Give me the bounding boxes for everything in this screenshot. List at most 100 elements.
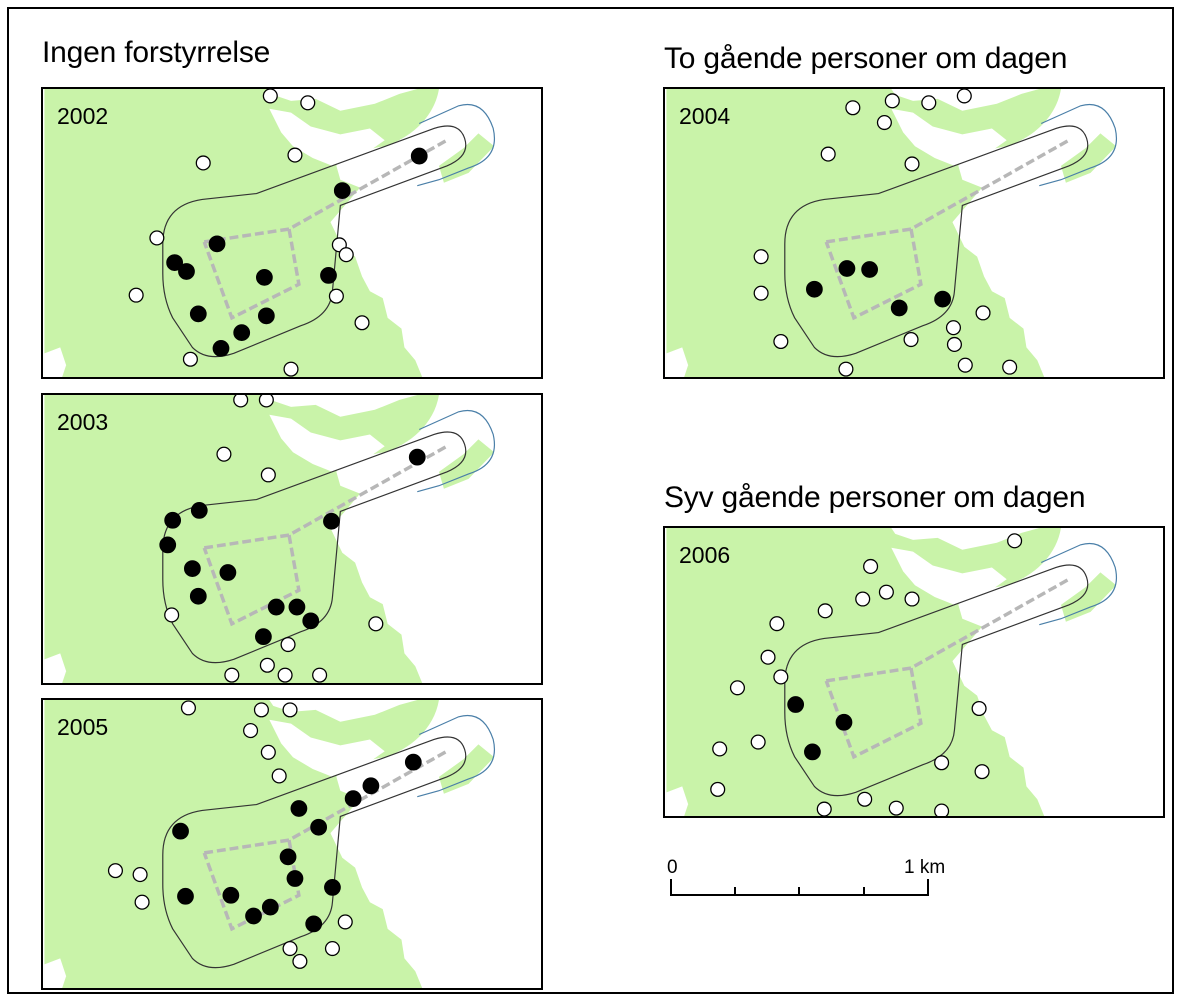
inactive-nest-icon [773,333,789,350]
active-nest-icon [189,305,207,323]
active-nest-icon [172,822,189,840]
inactive-nest-icon [729,680,745,696]
outer-buffer-line [417,410,495,493]
inactive-nest-icon [888,800,904,816]
active-nest-icon [159,536,177,554]
scale-bar: 0 1 km [664,852,954,912]
map-panel-2003: 2003 [41,393,543,685]
inactive-nest-icon [845,100,861,116]
inactive-nest-icon [934,755,950,771]
inactive-nest-icon [107,863,123,879]
inactive-nest-icon [921,95,937,111]
water-inlet [891,108,1007,166]
map-svg [44,700,495,988]
active-nest-icon [934,290,951,308]
active-nest-icon [344,790,362,808]
inactive-nest-icon [292,953,308,969]
inactive-nest-icon [260,744,276,760]
inactive-nest-icon [753,249,769,265]
inactive-nest-icon [878,584,894,600]
inactive-nest-icon [283,361,299,377]
active-nest-icon [257,307,275,325]
outer-buffer-line [1039,543,1117,626]
inactive-nest-icon [773,669,789,685]
inactive-nest-icon [750,734,766,750]
inactive-nest-icon [300,95,316,111]
inactive-nest-icon [903,331,919,348]
inactive-nest-icon [904,591,920,607]
active-nest-icon [323,512,340,530]
inactive-nest-icon [132,867,148,883]
water-corner [44,347,67,377]
inactive-nest-icon [816,801,832,816]
inactive-nest-icon [337,914,353,930]
water-inlet [269,414,385,472]
active-nest-icon [166,254,184,271]
inactive-nest-icon [287,147,303,163]
active-nest-icon [804,743,821,761]
active-nest-icon [324,879,341,896]
inactive-nest-icon [164,607,180,623]
active-nest-icon [164,511,182,529]
year-label: 2006 [679,542,731,568]
inactive-nest-icon [1002,359,1018,375]
active-nest-icon [302,612,320,630]
active-nest-icon [212,340,230,357]
active-nest-icon [208,235,226,253]
inactive-nest-icon [180,700,196,716]
inactive-nest-icon [710,781,726,797]
inactive-nest-icon [271,768,287,784]
outer-buffer-line [417,104,495,187]
walking-route [202,444,448,627]
inactive-nest-icon [838,361,854,377]
scale-bar-svg: 0 1 km [667,857,945,896]
inactive-nest-icon [149,230,165,246]
inactive-nest-icon [354,315,370,331]
inactive-nest-icon [243,723,259,739]
active-nest-icon [310,818,328,836]
active-nest-icon [787,696,805,713]
water-inlet [891,547,1007,605]
active-nest-icon [890,299,908,317]
inactive-nest-icon [971,700,987,717]
year-label: 2004 [679,103,731,129]
inactive-nest-icon [368,616,384,632]
year-label: 2005 [57,714,109,740]
inactive-nest-icon [817,603,833,619]
water-corner [666,347,689,377]
active-nest-icon [177,887,194,905]
inactive-nest-icon [974,764,990,780]
inactive-nest-icon [769,616,785,632]
inactive-nest-icon [857,791,873,807]
active-nest-icon [256,269,273,286]
water-corner [666,786,689,816]
inactive-nest-icon [328,288,344,304]
buffer-zone-line [162,736,467,969]
active-nest-icon [838,260,856,277]
inactive-nest-icon [312,667,328,683]
active-nest-icon [178,263,195,280]
active-nest-icon [190,502,208,519]
buffer-zone-line [784,125,1089,358]
buffer-zone-line [784,564,1089,797]
map-panel-2006: 2006 [663,526,1165,818]
inactive-nest-icon [282,702,298,718]
inactive-nest-icon [277,667,293,683]
active-nest-icon [261,898,279,916]
inactive-nest-icon [876,114,892,131]
active-nest-icon [222,886,240,904]
inactive-nest-icon [224,667,240,683]
heading-two-walkers: To gående personer om dagen [664,42,1068,75]
map-panel-2002: 2002 [41,87,543,379]
active-nest-icon [267,598,285,616]
inactive-nest-icon [262,89,278,104]
inactive-nest-icon [975,305,991,321]
outer-buffer-line [1039,104,1117,187]
inactive-nest-icon [884,93,900,109]
water-inlet [269,108,385,166]
buffer-zone-line [162,431,467,664]
active-nest-icon [290,800,308,817]
inactive-nest-icon [259,657,275,673]
active-nest-icon [288,598,306,616]
active-nest-icon [305,915,323,933]
